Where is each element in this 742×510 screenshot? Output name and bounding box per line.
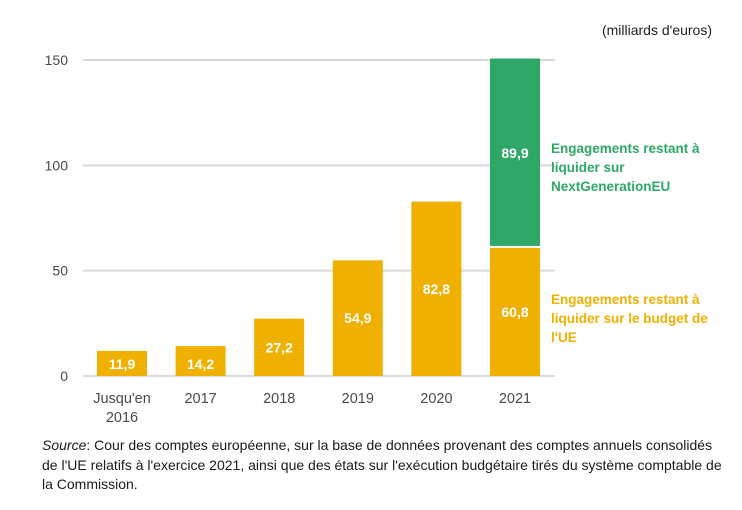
bar-segment	[175, 346, 226, 376]
bar-value-label: 89,9	[501, 145, 528, 161]
legend-line: liquider sur	[551, 160, 625, 175]
bar-segment	[490, 247, 540, 376]
bar-value-label: 27,2	[266, 339, 293, 355]
legend-line: Engagements restant à	[551, 292, 700, 307]
x-tick-label: 2018	[263, 391, 295, 407]
bar-segment	[97, 350, 147, 376]
legend-entry-nextgenerationeu: Engagements restant à liquider sur NextG…	[551, 139, 731, 196]
x-tick-label: Jusqu'en	[93, 391, 151, 407]
bar-segment	[254, 318, 305, 376]
bar-segment	[490, 58, 540, 246]
x-tick-label: 2021	[499, 391, 531, 407]
unit-label: (milliards d'euros)	[601, 22, 712, 38]
source-label: Source	[42, 437, 87, 453]
legend-line: Engagements restant à	[551, 141, 700, 156]
source-text: : Cour des comptes européenne, sur la ba…	[42, 437, 722, 492]
y-tick-label: 0	[60, 368, 68, 384]
stacked-bar-chart: 0 50 100 150 11,9 Jusqu'en 2016 14,2 2017 27,2 201…	[45, 52, 555, 426]
legend-line: l'UE	[551, 330, 577, 345]
legend-entry-eu-budget: Engagements restant à liquider sur le bu…	[551, 290, 731, 347]
x-tick-label: 2017	[184, 391, 216, 407]
x-tick-label: 2020	[420, 391, 452, 407]
bar-value-label: 14,2	[187, 356, 214, 372]
y-tick-label: 100	[45, 157, 69, 173]
y-tick-label: 150	[45, 52, 69, 68]
source-note: Source: Cour des comptes européenne, sur…	[42, 436, 722, 495]
bar-value-label: 82,8	[423, 281, 450, 297]
bar-value-label: 54,9	[344, 310, 371, 326]
legend-line: NextGenerationEU	[551, 179, 671, 194]
legend-line: liquider sur le budget de	[551, 311, 708, 326]
bar-value-label: 11,9	[109, 356, 136, 372]
y-tick-label: 50	[52, 263, 68, 279]
bar-segment	[411, 201, 462, 376]
bar-segment	[332, 260, 383, 376]
x-tick-label: 2016	[106, 410, 138, 426]
x-tick-label: 2019	[342, 391, 374, 407]
bar-value-label: 60,8	[501, 304, 528, 320]
